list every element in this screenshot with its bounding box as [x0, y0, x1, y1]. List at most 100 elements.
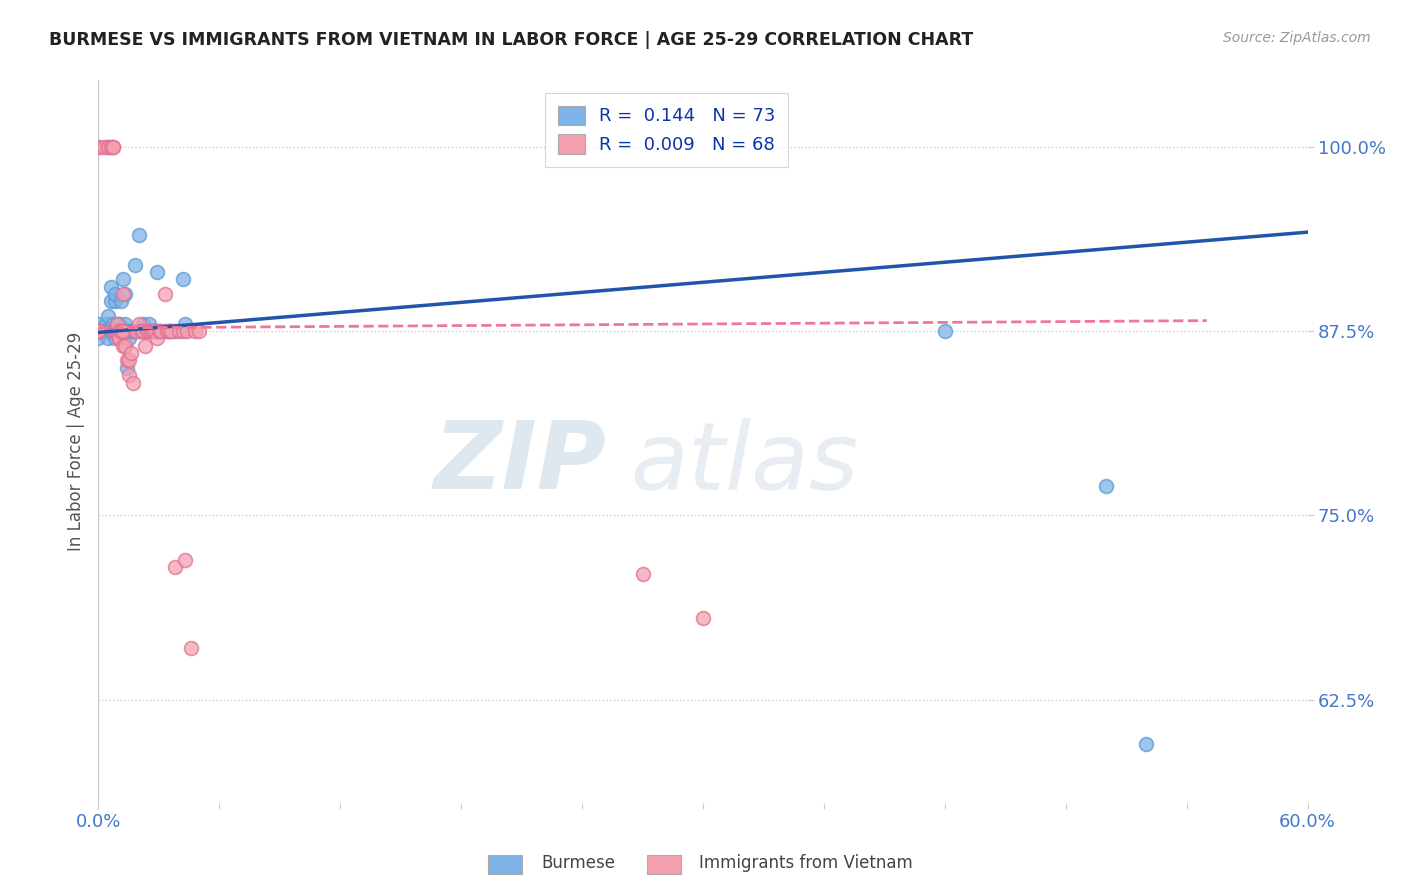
Point [134, 339, 156, 353]
Point [101, 324, 124, 338]
Point [129, 324, 152, 338]
Point [121, 376, 143, 390]
Point [934, 324, 956, 338]
Point [129, 324, 152, 338]
Point [111, 324, 134, 338]
Point [120, 324, 142, 338]
Point [87, 324, 110, 338]
Point [87, 324, 110, 338]
Point [180, 640, 202, 655]
Point [87, 324, 110, 338]
Point [87, 317, 110, 331]
Point [100, 279, 122, 293]
Point [110, 324, 132, 338]
Point [97, 309, 120, 323]
Point [111, 272, 134, 286]
Point [174, 317, 197, 331]
Point [111, 339, 134, 353]
Point [157, 324, 180, 338]
Point [148, 324, 170, 338]
Point [87, 324, 110, 338]
Point [142, 324, 165, 338]
Point [121, 324, 143, 338]
Point [1095, 479, 1118, 493]
Point [107, 324, 129, 338]
Point [101, 317, 124, 331]
Point [103, 331, 125, 345]
Point [93, 324, 115, 338]
Point [132, 317, 155, 331]
Point [143, 324, 166, 338]
Point [103, 294, 125, 309]
Point [96, 317, 118, 331]
Point [93, 139, 115, 153]
Point [114, 287, 136, 301]
Point [103, 324, 125, 338]
Point [118, 331, 141, 345]
Point [157, 324, 180, 338]
Point [118, 368, 141, 383]
Point [97, 331, 120, 345]
Y-axis label: In Labor Force | Age 25-29: In Labor Force | Age 25-29 [66, 332, 84, 551]
Point [97, 139, 120, 153]
Point [105, 317, 128, 331]
Text: Source: ZipAtlas.com: Source: ZipAtlas.com [1223, 31, 1371, 45]
Point [87, 324, 110, 338]
Point [111, 287, 134, 301]
Point [184, 324, 207, 338]
Point [97, 139, 120, 153]
Point [118, 353, 141, 368]
Point [118, 324, 141, 338]
Point [97, 324, 120, 338]
Point [105, 324, 128, 338]
Point [101, 324, 124, 338]
Point [115, 353, 138, 368]
Point [87, 324, 110, 338]
Point [87, 324, 110, 338]
Point [115, 360, 138, 375]
Point [156, 324, 179, 338]
Point [87, 324, 110, 338]
Point [105, 324, 128, 338]
Point [107, 317, 129, 331]
Point [128, 324, 150, 338]
Point [103, 287, 125, 301]
Point [107, 331, 129, 345]
Point [110, 324, 132, 338]
Point [128, 317, 150, 331]
Point [135, 324, 157, 338]
Point [101, 139, 124, 153]
Point [138, 324, 160, 338]
Point [146, 265, 169, 279]
Point [105, 324, 128, 338]
Point [114, 324, 136, 338]
Point [143, 324, 166, 338]
Point [87, 331, 110, 345]
Point [87, 139, 110, 153]
Point [163, 324, 186, 338]
Point [692, 611, 714, 625]
Point [100, 139, 122, 153]
Point [114, 339, 136, 353]
Point [631, 567, 654, 582]
Point [110, 324, 132, 338]
Point [153, 287, 176, 301]
Point [100, 294, 122, 309]
Point [139, 324, 162, 338]
Point [176, 324, 198, 338]
Point [107, 324, 129, 338]
Point [172, 324, 194, 338]
Point [87, 324, 110, 338]
Point [87, 139, 110, 153]
Point [93, 324, 115, 338]
Point [103, 324, 125, 338]
Point [124, 324, 146, 338]
Point [87, 324, 110, 338]
Point [124, 324, 146, 338]
Point [149, 324, 172, 338]
Point [105, 324, 128, 338]
Point [1135, 737, 1157, 751]
Text: BURMESE VS IMMIGRANTS FROM VIETNAM IN LABOR FORCE | AGE 25-29 CORRELATION CHART: BURMESE VS IMMIGRANTS FROM VIETNAM IN LA… [49, 31, 973, 49]
Point [111, 324, 134, 338]
Point [132, 324, 155, 338]
